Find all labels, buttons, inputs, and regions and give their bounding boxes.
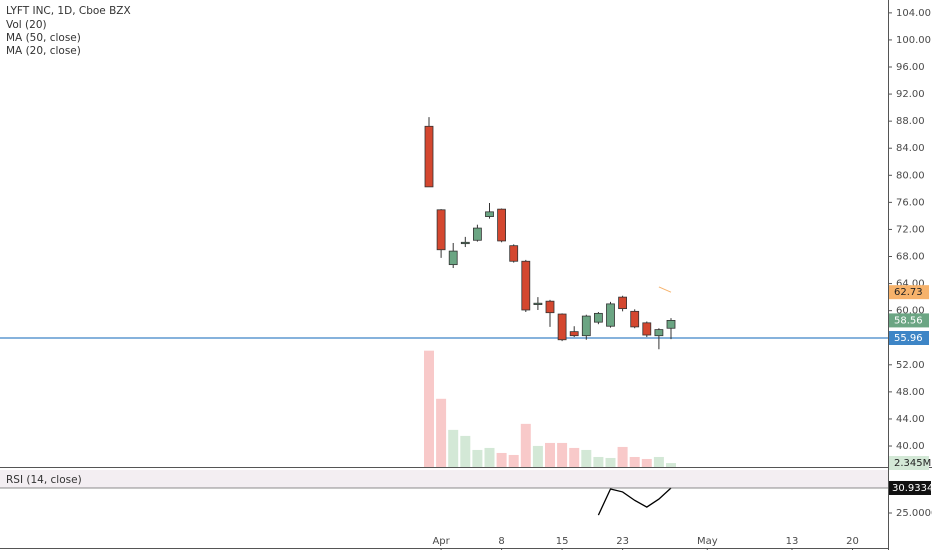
price-tag [889, 313, 929, 328]
x-tick-label: 23 [616, 536, 629, 547]
candle-body [581, 315, 591, 337]
volume-bar [557, 442, 568, 467]
rsi-band [0, 470, 888, 488]
x-tick-label: 13 [786, 536, 799, 547]
candle-body [569, 331, 579, 337]
y-tick-label: 68.00 [896, 252, 925, 263]
candle-body [424, 125, 434, 188]
candle-body [666, 320, 676, 329]
y-tick-label: 96.00 [896, 62, 925, 73]
candle-body [594, 312, 603, 323]
indicator-label: MA (20, close) [6, 45, 81, 57]
price-tag-label: 55.96 [894, 333, 923, 344]
y-tick-label: 104.00 [896, 8, 931, 19]
rsi-line [597, 487, 672, 516]
y-tick-label: 72.00 [896, 224, 925, 235]
volume-bar [436, 398, 447, 467]
candle-body [497, 208, 507, 242]
candle-body [521, 260, 531, 311]
volume-bar [520, 423, 531, 467]
y-tick-label: 44.00 [896, 414, 925, 425]
indicator-label: MA (50, close) [6, 32, 81, 44]
volume-bar [629, 456, 640, 467]
volume-bar [532, 445, 543, 467]
y-tick-label: 64.00 [896, 279, 925, 290]
volume-bar [424, 350, 434, 467]
x-tick-label: 15 [556, 536, 569, 547]
price-tag-label: 2.345M [894, 458, 931, 469]
price-tag [889, 330, 929, 345]
y-tick-label: 48.00 [896, 387, 925, 398]
x-tick-label: May [697, 536, 718, 547]
indicator-label: Vol (20) [6, 19, 47, 31]
candle-body [557, 313, 567, 341]
rsi-label: RSI (14, close) [6, 474, 82, 486]
candle-body [460, 241, 470, 245]
x-tick-label: 8 [498, 536, 504, 547]
candle-body [472, 227, 482, 241]
volume-bar [653, 456, 664, 467]
candle-body [509, 245, 519, 262]
y-tick-label: 100.00 [896, 35, 931, 46]
candle-body [630, 310, 640, 328]
ma-line [658, 286, 672, 293]
y-tick-label: 88.00 [896, 116, 925, 127]
volume-bar [460, 435, 471, 467]
candle-body [642, 322, 652, 336]
volume-bar [569, 447, 580, 467]
volume-bar [508, 454, 519, 467]
rsi-tag [889, 480, 931, 495]
x-tick-label: 20 [846, 536, 859, 547]
volume-bar [484, 447, 495, 467]
candle-body [618, 296, 627, 310]
y-tick-label: 52.00 [896, 360, 925, 371]
y-tick-label: 76.00 [896, 197, 925, 208]
candle-body [654, 329, 664, 337]
volume-bar [666, 463, 676, 467]
volume-bar [448, 429, 459, 467]
volume-bar [593, 456, 604, 467]
candle-body [533, 302, 543, 305]
volume-bar [617, 446, 628, 467]
candle-body [545, 300, 555, 314]
volume-bar [545, 442, 555, 467]
y-tick-label: 80.00 [896, 170, 925, 181]
price-tag-label: 58.56 [894, 315, 923, 326]
y-tick-label: 84.00 [896, 143, 925, 154]
candle-body [606, 303, 615, 327]
price-tag [889, 456, 929, 470]
candle-body [485, 211, 494, 217]
rsi-tick-label: 25.0000 [896, 508, 932, 519]
volume-bar [496, 452, 507, 467]
y-tick-label: 40.00 [896, 441, 925, 452]
candle-body [436, 209, 446, 251]
price-tag [889, 285, 929, 300]
candle-body [448, 250, 458, 266]
volume-bar [581, 449, 592, 467]
price-tag-label: 62.73 [894, 287, 923, 298]
volume-bar [605, 457, 616, 467]
chart-title: LYFT INC, 1D, Cboe BZX [6, 5, 131, 17]
y-tick-label: 60.00 [896, 306, 925, 317]
rsi-tag-label: 30.9334 [892, 483, 932, 494]
x-tick-label: Apr [432, 536, 450, 547]
volume-bar [641, 458, 652, 467]
y-tick-label: 92.00 [896, 89, 925, 100]
volume-bar [472, 449, 483, 467]
